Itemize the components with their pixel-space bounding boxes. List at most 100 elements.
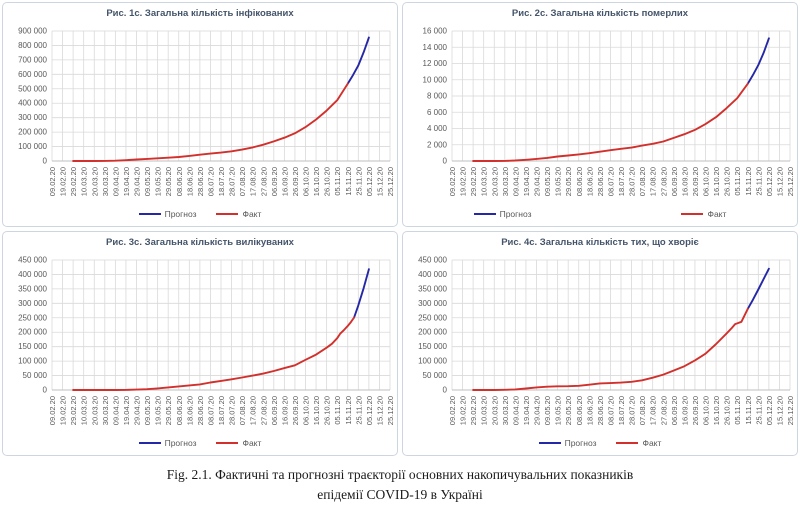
svg-text:17.08.20: 17.08.20 [249, 167, 258, 196]
svg-text:07.08.20: 07.08.20 [238, 167, 247, 196]
svg-text:05.11.20: 05.11.20 [733, 167, 742, 196]
svg-text:05.12.20: 05.12.20 [365, 167, 374, 196]
svg-text:26.10.20: 26.10.20 [723, 396, 732, 425]
fact-line [472, 307, 749, 391]
svg-text:100 000: 100 000 [18, 142, 47, 151]
chart-plot: 0 50 000 100 000 150 000 200 000 250 000 300 0… [18, 256, 395, 426]
svg-text:07.08.20: 07.08.20 [638, 396, 647, 425]
chart-grid: Рис. 1с. Загальна кількість інфікованих … [2, 2, 798, 456]
svg-text:27.08.20: 27.08.20 [659, 167, 668, 196]
svg-text:14 000: 14 000 [423, 43, 448, 52]
svg-text:19.04.20: 19.04.20 [522, 167, 531, 196]
svg-text:150 000: 150 000 [18, 342, 47, 351]
svg-text:29.04.20: 29.04.20 [133, 396, 142, 425]
svg-text:18.06.20: 18.06.20 [185, 396, 194, 425]
svg-text:15.12.20: 15.12.20 [775, 396, 784, 425]
svg-text:12 000: 12 000 [423, 59, 448, 68]
svg-text:29.02.20: 29.02.20 [469, 396, 478, 425]
svg-text:200 000: 200 000 [18, 128, 47, 137]
svg-text:15.12.20: 15.12.20 [375, 396, 384, 425]
svg-text:30.03.20: 30.03.20 [101, 167, 110, 196]
svg-text:29.04.20: 29.04.20 [133, 167, 142, 196]
svg-text:18.07.20: 18.07.20 [217, 167, 226, 196]
svg-text:29.05.20: 29.05.20 [164, 167, 173, 196]
svg-text:200 000: 200 000 [18, 328, 47, 337]
chart-title: Рис. 1с. Загальна кількість інфікованих [106, 8, 294, 19]
x-axis-labels: 09.02.20 19.02.20 29.02.20 10.03.20 20.03.20… [48, 167, 395, 196]
svg-text:20.03.20: 20.03.20 [490, 396, 499, 425]
svg-text:25.12.20: 25.12.20 [786, 167, 795, 196]
svg-text:17.08.20: 17.08.20 [649, 396, 658, 425]
svg-text:400 000: 400 000 [18, 270, 47, 279]
svg-text:150 000: 150 000 [418, 342, 447, 351]
svg-text:10 000: 10 000 [423, 75, 448, 84]
v-gridlines [451, 260, 791, 390]
svg-text:16.10.20: 16.10.20 [312, 167, 321, 196]
y-axis-labels: 0 50 000 100 000 150 000 200 000 250 000 300 0… [18, 256, 47, 395]
svg-text:20.03.20: 20.03.20 [90, 167, 99, 196]
svg-text:20.03.20: 20.03.20 [490, 167, 499, 196]
svg-text:700 000: 700 000 [18, 55, 47, 64]
y-axis-labels: 0 100 000 200 000 300 000 400 000 500 000 600 … [18, 27, 47, 166]
svg-text:09.02.20: 09.02.20 [448, 396, 457, 425]
svg-text:19.05.20: 19.05.20 [554, 396, 563, 425]
svg-text:26.10.20: 26.10.20 [323, 167, 332, 196]
svg-text:16 000: 16 000 [423, 27, 448, 36]
svg-text:300 000: 300 000 [418, 299, 447, 308]
fact-line [72, 82, 349, 162]
svg-text:08.07.20: 08.07.20 [606, 167, 615, 196]
svg-text:28.06.20: 28.06.20 [596, 396, 605, 425]
svg-text:08.06.20: 08.06.20 [575, 167, 584, 196]
svg-text:19.02.20: 19.02.20 [59, 167, 68, 196]
chart-title: Рис. 2с. Загальна кількість померлих [511, 8, 689, 19]
v-gridlines [51, 31, 391, 161]
svg-text:400 000: 400 000 [418, 270, 447, 279]
fact-line-swatch [616, 442, 639, 444]
svg-text:09.05.20: 09.05.20 [143, 167, 152, 196]
svg-text:6 000: 6 000 [427, 108, 448, 117]
chart-plot: 0 100 000 200 000 300 000 400 000 500 000 600 … [18, 27, 395, 197]
svg-text:09.05.20: 09.05.20 [143, 396, 152, 425]
svg-text:16.09.20: 16.09.20 [680, 396, 689, 425]
svg-text:25.11.20: 25.11.20 [754, 167, 763, 196]
svg-text:28.06.20: 28.06.20 [196, 167, 205, 196]
svg-text:28.06.20: 28.06.20 [596, 167, 605, 196]
legend-label-forecast: Прогноз [564, 438, 597, 448]
legend-label-fact: Факт [642, 438, 662, 448]
fact-line-swatch [216, 442, 239, 444]
svg-text:350 000: 350 000 [18, 284, 47, 293]
svg-text:18.07.20: 18.07.20 [617, 396, 626, 425]
chart-legend: Прогноз Факт [3, 207, 397, 221]
svg-text:500 000: 500 000 [18, 84, 47, 93]
svg-text:05.11.20: 05.11.20 [733, 396, 742, 425]
svg-text:15.11.20: 15.11.20 [344, 167, 353, 196]
svg-text:29.02.20: 29.02.20 [69, 167, 78, 196]
h-gridlines [52, 259, 390, 391]
svg-text:29.02.20: 29.02.20 [469, 167, 478, 196]
svg-text:28.07.20: 28.07.20 [628, 396, 637, 425]
svg-text:29.02.20: 29.02.20 [69, 396, 78, 425]
svg-text:09.02.20: 09.02.20 [48, 396, 57, 425]
svg-text:27.08.20: 27.08.20 [259, 167, 268, 196]
svg-text:16.09.20: 16.09.20 [680, 167, 689, 196]
chart-title: Рис. 3с. Загальна кількість вилікуваних [106, 237, 294, 248]
fact-line-swatch [216, 213, 239, 215]
svg-text:25.11.20: 25.11.20 [354, 167, 363, 196]
figure-caption: Fig. 2.1. Фактичні та прогнозні траєктор… [2, 465, 798, 504]
forecast-line [746, 37, 770, 85]
svg-text:19.04.20: 19.04.20 [122, 167, 131, 196]
svg-text:27.08.20: 27.08.20 [659, 396, 668, 425]
legend-label-forecast: Прогноз [499, 209, 532, 219]
svg-text:30.03.20: 30.03.20 [501, 167, 510, 196]
legend-item-fact: Факт [681, 209, 726, 219]
svg-text:2 000: 2 000 [427, 140, 448, 149]
chart-panel-deaths: Рис. 2с. Загальна кількість померлих 0 2 … [402, 2, 798, 227]
svg-text:28.07.20: 28.07.20 [628, 167, 637, 196]
svg-text:15.12.20: 15.12.20 [775, 167, 784, 196]
forecast-line [746, 267, 770, 310]
svg-text:450 000: 450 000 [18, 256, 47, 265]
svg-text:29.04.20: 29.04.20 [533, 167, 542, 196]
chart-plot: 0 50 000 100 000 150 000 200 000 250 000 300 0… [418, 256, 795, 426]
svg-text:17.08.20: 17.08.20 [249, 396, 258, 425]
svg-text:25.12.20: 25.12.20 [386, 167, 395, 196]
